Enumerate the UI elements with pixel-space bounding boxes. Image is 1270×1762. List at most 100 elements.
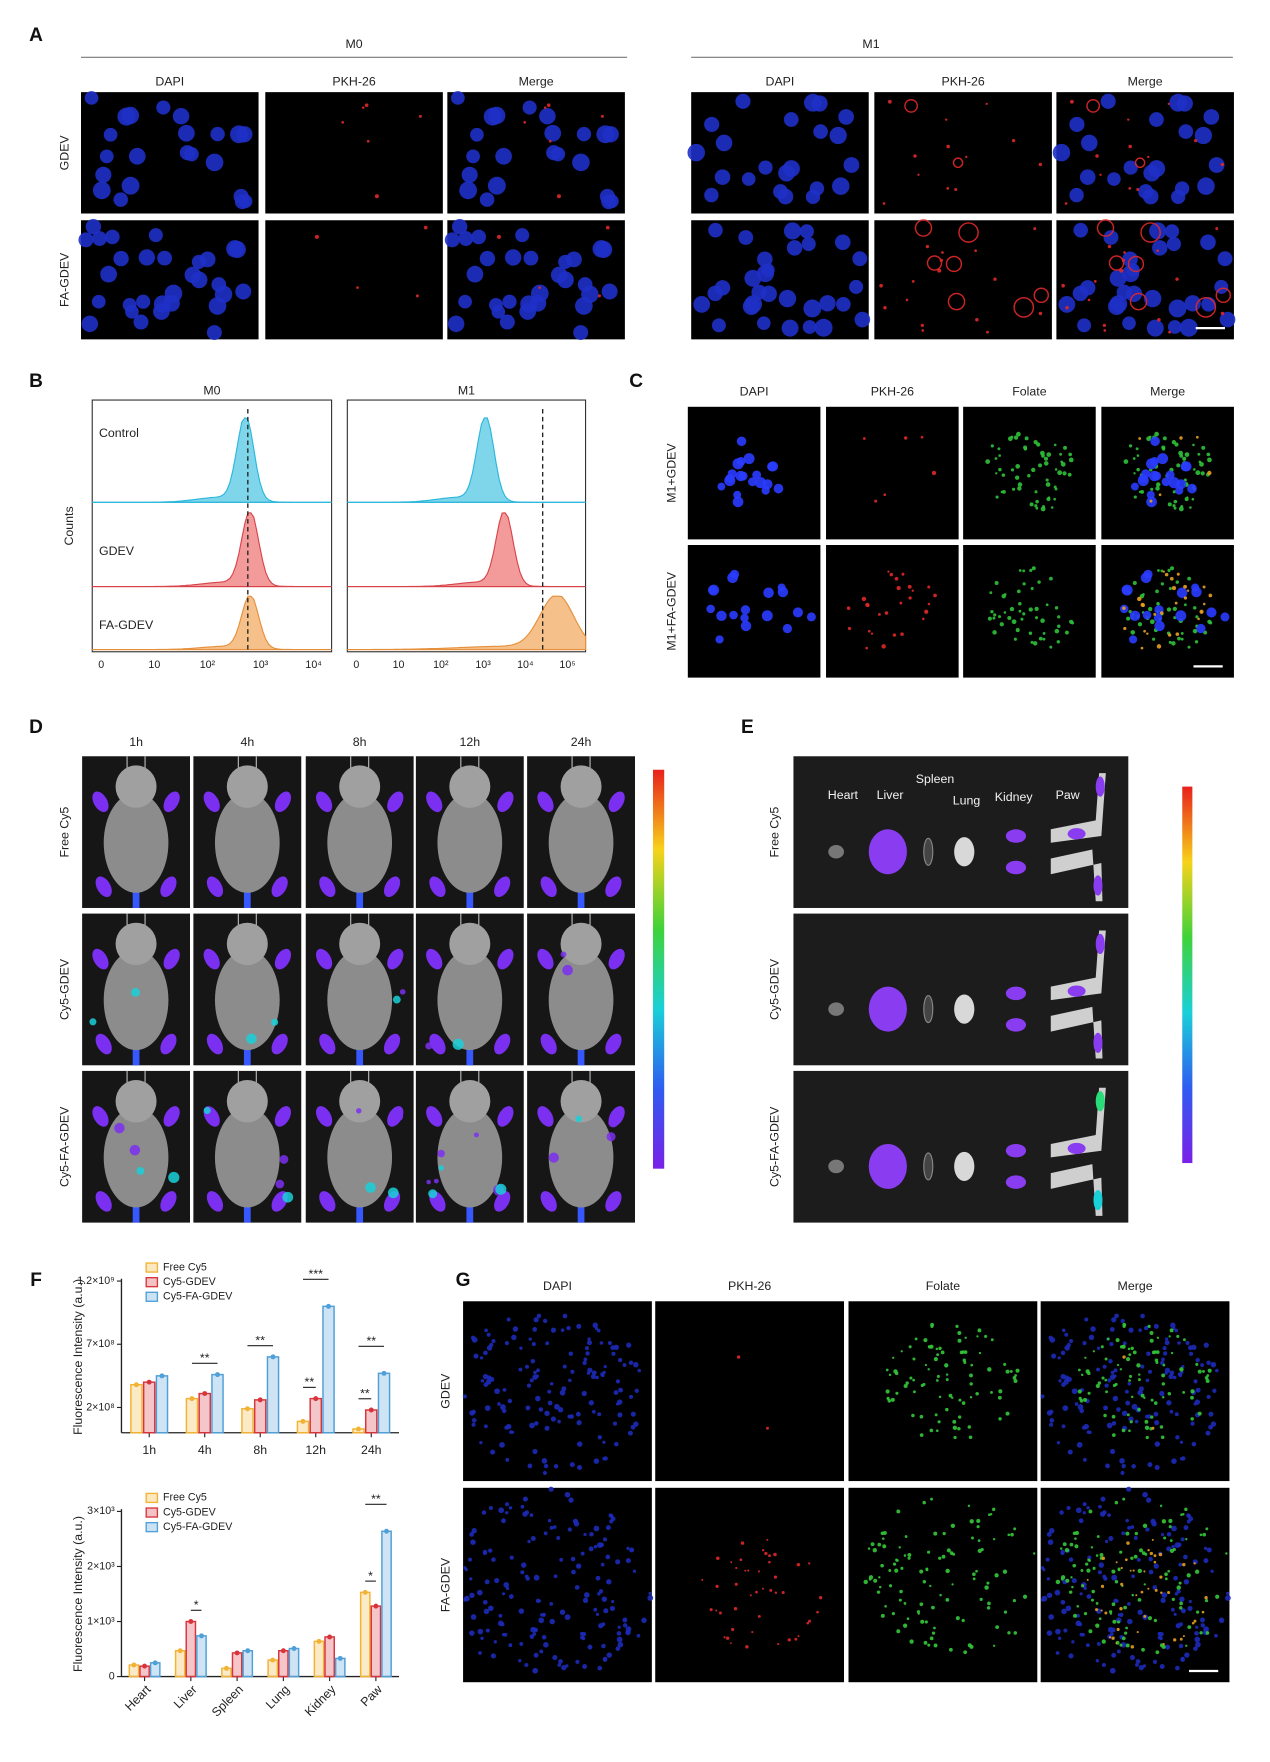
folate-receptor [1186, 496, 1189, 499]
nucleus [1179, 1596, 1185, 1602]
nucleus [752, 470, 762, 480]
panel-letter: F [30, 1270, 42, 1291]
folate-receptor [945, 1568, 950, 1574]
vesicle [538, 286, 541, 289]
nucleus [519, 1641, 524, 1646]
folate-receptor [1150, 1398, 1154, 1402]
nucleus [504, 249, 522, 266]
folate-receptor [1133, 472, 1136, 475]
folate-receptor [894, 1568, 899, 1573]
nucleus [1113, 1374, 1117, 1378]
nucleus [1200, 1623, 1205, 1628]
nucleus [761, 610, 773, 622]
nucleus [1120, 1318, 1125, 1324]
nucleus [1184, 295, 1201, 312]
folate-receptor [1111, 1602, 1116, 1607]
nucleus [487, 176, 506, 195]
signal-spot [129, 1144, 141, 1156]
paw-signal [429, 876, 446, 898]
x-tick-label: 1h [142, 1443, 156, 1457]
folate-receptor [909, 1376, 913, 1380]
nucleus [617, 1357, 623, 1363]
nucleus [1121, 1410, 1128, 1417]
folate-receptor [975, 1569, 978, 1573]
mouse-image [415, 756, 524, 908]
tail [466, 1042, 474, 1066]
nucleus [545, 1341, 550, 1346]
vesicle [911, 280, 915, 283]
nucleus [606, 1579, 612, 1585]
vesicle [1123, 626, 1127, 631]
folate-receptor [1055, 1579, 1061, 1585]
folate-receptor [1007, 1533, 1011, 1537]
folate-receptor [992, 630, 997, 635]
nucleus [1178, 1622, 1183, 1627]
nucleus [122, 297, 137, 312]
folate-receptor [933, 1643, 938, 1648]
paw-signal [1093, 1032, 1103, 1053]
row-label: M1+FA-GDEV [664, 571, 678, 650]
folate-receptor [1173, 499, 1178, 504]
nucleus [1113, 1368, 1118, 1373]
mouse-image [82, 756, 191, 908]
nucleus [1119, 1458, 1125, 1464]
folate-receptor [990, 1391, 993, 1394]
nucleus [618, 1387, 624, 1393]
folate-receptor [930, 1497, 934, 1501]
folate-receptor [1049, 576, 1053, 581]
folate-receptor [1150, 1415, 1154, 1419]
nucleus [546, 145, 562, 161]
nucleus [490, 1449, 496, 1455]
folate-receptor [1030, 640, 1034, 644]
nucleus [538, 1617, 545, 1624]
signal-spot [606, 1132, 616, 1142]
folate-receptor [878, 1576, 881, 1579]
mouse-head [449, 922, 491, 966]
nucleus [451, 91, 465, 105]
folate-receptor [880, 1563, 884, 1568]
folate-receptor [1046, 452, 1052, 457]
folate-receptor [1153, 1401, 1158, 1405]
column-header: DAPI [766, 74, 795, 88]
nucleus [1051, 1353, 1057, 1359]
nucleus [1217, 251, 1233, 267]
nucleus [567, 1527, 572, 1532]
folate-receptor [1108, 1610, 1113, 1614]
folate-receptor [1009, 606, 1015, 612]
nucleus [1058, 295, 1076, 313]
folate-receptor [938, 1556, 942, 1560]
bar [278, 1649, 289, 1678]
folate-receptor [1133, 495, 1137, 499]
nucleus [566, 1325, 571, 1331]
nucleus [1143, 569, 1153, 579]
bar [155, 1375, 169, 1434]
folate-receptor [1200, 471, 1205, 476]
folate-receptor [1185, 1537, 1188, 1541]
vesicle [924, 609, 929, 614]
nucleus [470, 1614, 477, 1620]
folate-receptor [1031, 467, 1036, 473]
folate-receptor [1161, 1373, 1166, 1378]
nucleus [515, 228, 530, 243]
folate-receptor [1179, 1601, 1183, 1606]
folate-receptor [1035, 616, 1039, 620]
nucleus [483, 1382, 489, 1387]
vesicle [1143, 629, 1146, 633]
bar-dot [362, 1589, 368, 1595]
mouse-head [226, 765, 268, 808]
tail [243, 885, 251, 908]
nucleus [617, 1412, 623, 1418]
organ [828, 1159, 845, 1174]
nucleus [527, 1539, 531, 1544]
folate-receptor [1059, 452, 1063, 456]
nucleus [1078, 1518, 1084, 1524]
folate-receptor [944, 1363, 949, 1368]
mouse-body [103, 949, 169, 1051]
vesicle [806, 1621, 810, 1625]
folate-receptor [1116, 1620, 1121, 1624]
nucleus [1131, 1403, 1138, 1410]
nucleus [544, 1410, 550, 1417]
vesicle [1175, 277, 1179, 281]
vesicle [993, 277, 997, 281]
nucleus [803, 299, 822, 318]
